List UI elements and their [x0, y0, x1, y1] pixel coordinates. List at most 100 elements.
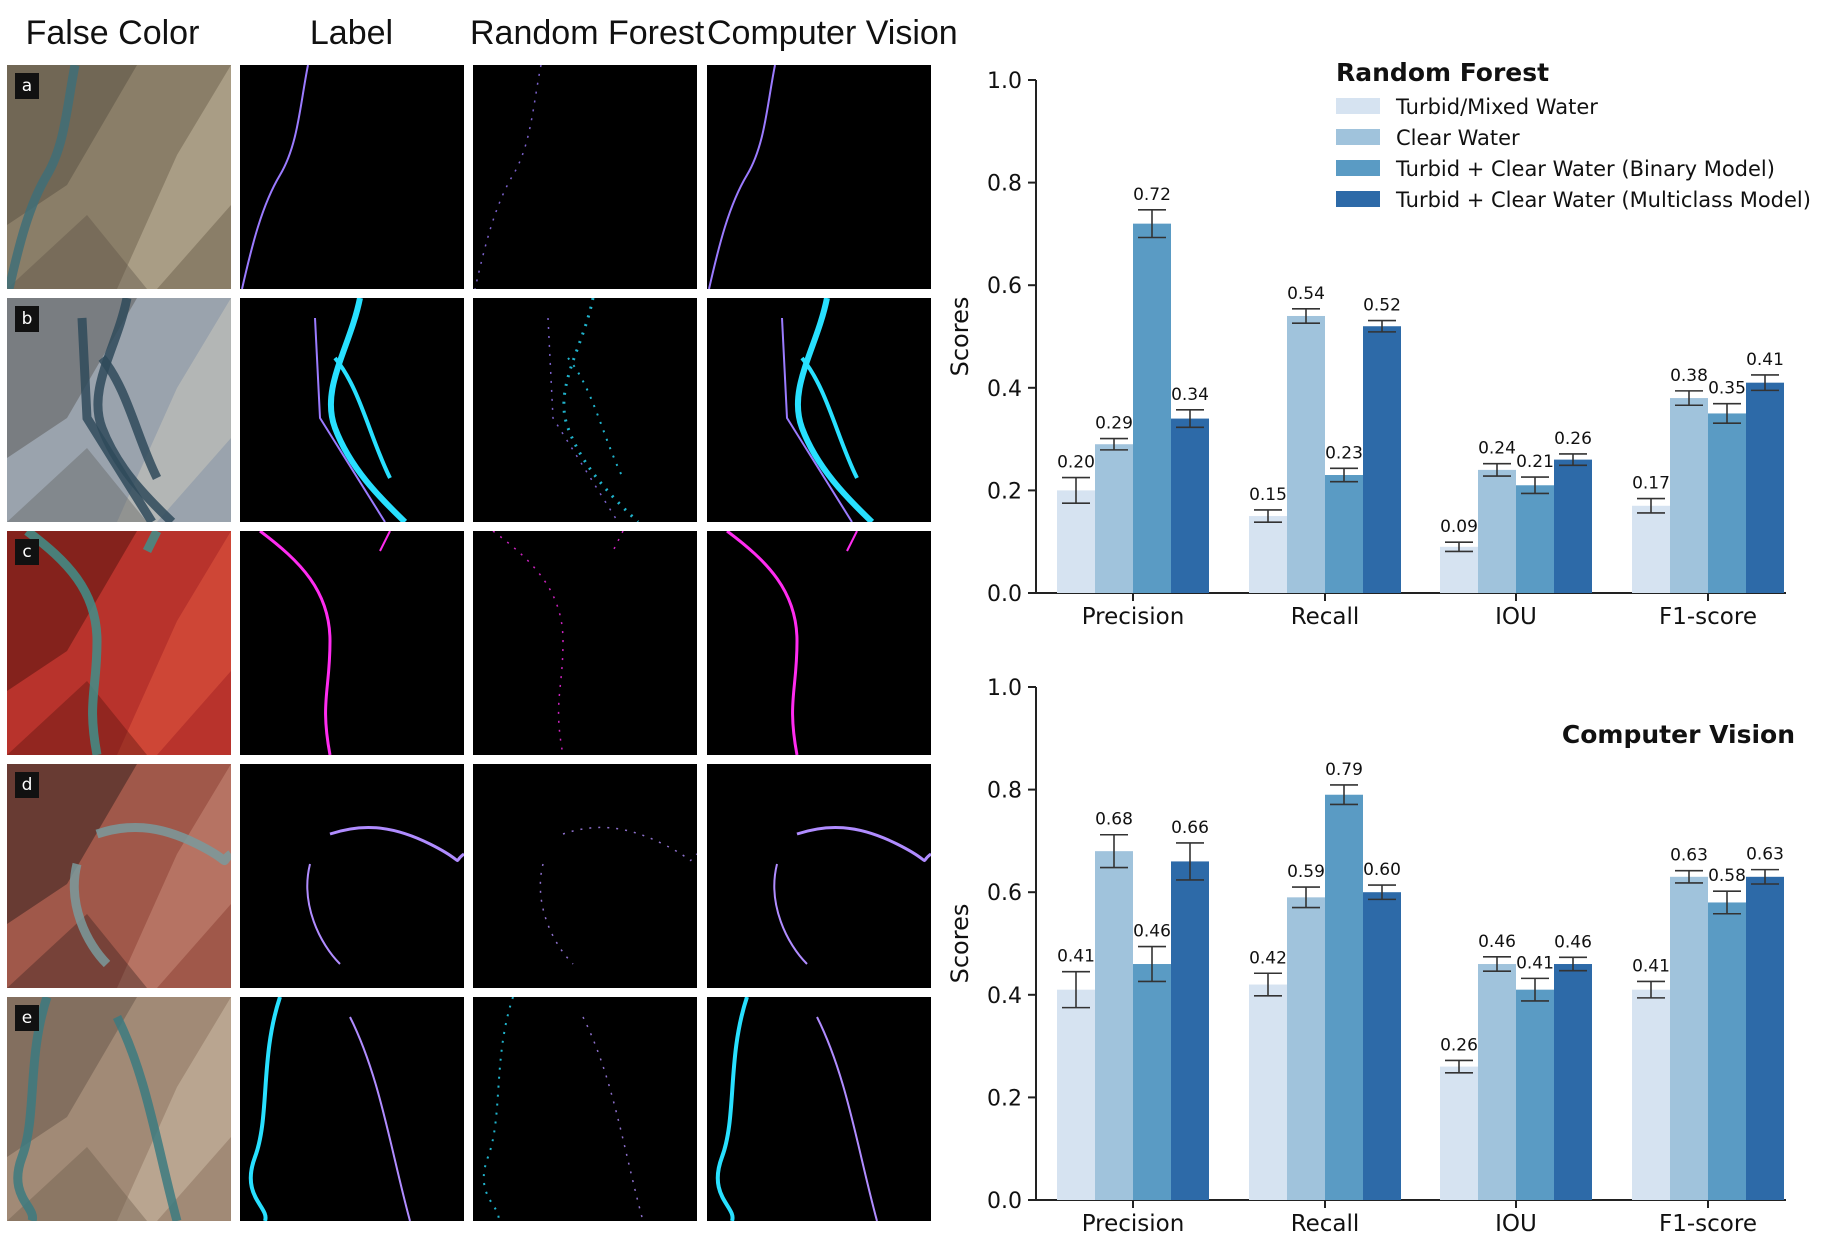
data-label: 0.41 [1746, 350, 1784, 370]
bar [1287, 897, 1325, 1200]
row-label-e: e [15, 1005, 39, 1031]
chart-computer-vision: 0.0 0.2 0.4 0.6 0.8 1.0 Scores Precision Recall I… [946, 676, 1795, 1237]
bar [1746, 382, 1784, 593]
panel-b-random-forest [473, 298, 697, 522]
data-label: 0.34 [1171, 385, 1209, 405]
data-label: 0.79 [1325, 760, 1363, 780]
row-label-c: c [15, 539, 39, 565]
panel-d-label [240, 764, 464, 988]
data-label: 0.26 [1554, 429, 1592, 449]
bar [1516, 989, 1554, 1200]
bar [1095, 444, 1133, 593]
panel-c-label [240, 531, 464, 755]
data-label: 0.60 [1363, 860, 1401, 880]
panel-e-computer-vision [707, 997, 931, 1221]
bar [1632, 989, 1670, 1200]
data-label: 0.63 [1746, 845, 1784, 865]
header-random-forest: Random Forest [470, 14, 705, 52]
data-label: 0.68 [1095, 810, 1133, 830]
panel-b-computer-vision [707, 298, 931, 522]
y-axis-label: Scores [946, 904, 974, 984]
bar [1670, 398, 1708, 593]
bar [1171, 861, 1209, 1200]
data-label: 0.59 [1287, 862, 1325, 882]
header-computer-vision: Computer Vision [707, 14, 958, 52]
bar [1670, 876, 1708, 1200]
bar [1325, 475, 1363, 593]
data-label: 0.29 [1095, 414, 1133, 434]
legend-entry: Turbid/Mixed Water [1395, 95, 1598, 119]
y-tick-label: 0.6 [987, 274, 1022, 299]
bar [1478, 469, 1516, 593]
y-tick-label: 0.8 [987, 172, 1022, 197]
y-tick-label: 0.2 [987, 479, 1022, 504]
data-label: 0.24 [1478, 439, 1516, 459]
bar [1478, 964, 1516, 1200]
panel-d-random-forest [473, 764, 697, 988]
bar [1440, 1066, 1478, 1200]
chart-title: Computer Vision [1562, 720, 1795, 749]
data-label: 0.54 [1287, 284, 1325, 304]
data-label: 0.41 [1516, 953, 1554, 973]
bar [1133, 964, 1171, 1200]
bar [1363, 326, 1401, 593]
bar [1249, 984, 1287, 1200]
data-label: 0.42 [1249, 948, 1287, 968]
y-axis-label: Scores [946, 297, 974, 377]
y-tick-label: 0.4 [987, 984, 1022, 1009]
panel-b-false-color: b [7, 298, 231, 522]
y-tick-label: 1.0 [987, 69, 1022, 94]
panel-d-false-color: d [7, 764, 231, 988]
panel-c-computer-vision [707, 531, 931, 755]
legend: Turbid/Mixed Water Clear Water Turbid + Cl… [1336, 95, 1811, 212]
legend-swatch [1336, 160, 1380, 176]
chart-title: Random Forest [1336, 58, 1549, 87]
panel-e-label [240, 997, 464, 1221]
data-label: 0.38 [1670, 366, 1708, 386]
data-label: 0.35 [1708, 379, 1746, 399]
header-false-color: False Color [25, 14, 200, 52]
x-tick-label: IOU [1495, 604, 1537, 630]
bar [1171, 418, 1209, 593]
legend-entry: Clear Water [1396, 126, 1520, 150]
y-tick-label: 0.8 [987, 779, 1022, 804]
data-label: 0.46 [1554, 932, 1592, 952]
bar [1057, 490, 1095, 593]
bar [1708, 413, 1746, 593]
panel-e-random-forest [473, 997, 697, 1221]
x-tick-label: Precision [1082, 604, 1185, 630]
bar [1133, 223, 1171, 593]
bar [1632, 505, 1670, 593]
y-tick-label: 0.0 [987, 582, 1022, 607]
x-tick-label: F1-score [1659, 1211, 1757, 1237]
data-label: 0.20 [1057, 453, 1095, 473]
data-label: 0.63 [1670, 846, 1708, 866]
legend-entry: Turbid + Clear Water (Multiclass Model) [1395, 188, 1811, 212]
data-label: 0.17 [1632, 474, 1670, 494]
row-label-a: a [15, 73, 39, 99]
x-tick-label: IOU [1495, 1211, 1537, 1237]
panel-b-label [240, 298, 464, 522]
legend-swatch [1336, 98, 1380, 114]
data-label: 0.41 [1057, 947, 1095, 967]
x-tick-label: F1-score [1659, 604, 1757, 630]
bar [1746, 876, 1784, 1200]
legend-swatch [1336, 129, 1380, 145]
panel-a-label [240, 65, 464, 289]
data-label: 0.46 [1133, 922, 1171, 942]
panel-e-false-color: e [7, 997, 231, 1221]
x-tick-label: Precision [1082, 1211, 1185, 1237]
panel-c-random-forest [473, 531, 697, 755]
x-tick-label: Recall [1291, 604, 1360, 630]
header-label: Label [309, 14, 394, 52]
data-label: 0.46 [1478, 932, 1516, 952]
data-label: 0.41 [1632, 956, 1670, 976]
row-label-d: d [15, 772, 39, 798]
bar [1249, 516, 1287, 593]
panel-a-random-forest [473, 65, 697, 289]
panel-d-computer-vision [707, 764, 931, 988]
panel-a-false-color: a [7, 65, 231, 289]
data-label: 0.23 [1325, 443, 1363, 463]
row-label-b: b [15, 306, 39, 332]
